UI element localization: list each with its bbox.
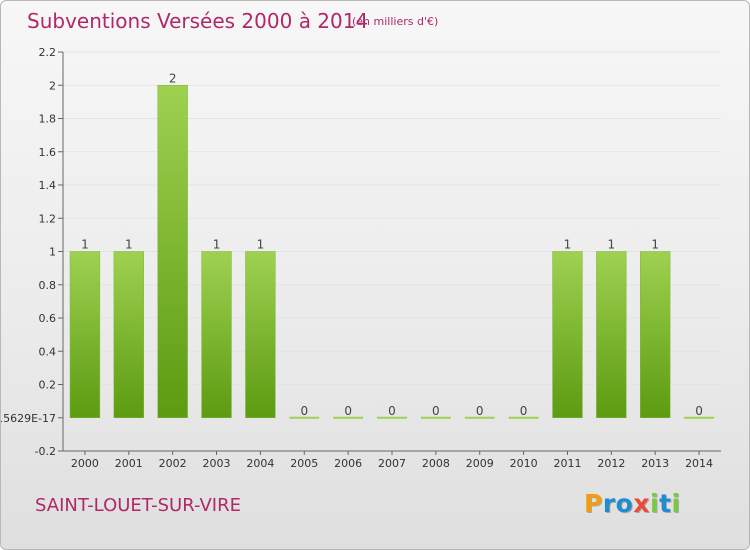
brand-letter: x (633, 489, 650, 518)
x-tick-label-2013: 2013 (641, 457, 669, 470)
brand-letter: o (615, 489, 634, 518)
y-tick-label: -5.55111515629E-17 (1, 412, 56, 425)
bar-2008 (420, 416, 451, 419)
y-tick-label: 0.6 (39, 312, 57, 325)
data-label-2002: 2 (169, 71, 177, 85)
brand-letter: i (650, 489, 660, 518)
brand-letter: P (584, 489, 603, 518)
y-tick-label: 0.8 (39, 279, 57, 292)
y-tick-label: 0.4 (39, 345, 57, 358)
brand-letter: r (602, 489, 616, 518)
y-tick-label: 1.4 (39, 179, 57, 192)
chart-title: Subventions Versées 2000 à 2014 (27, 9, 369, 33)
x-tick-label-2001: 2001 (115, 457, 143, 470)
data-label-2004: 1 (257, 238, 265, 252)
x-tick-label-2007: 2007 (378, 457, 406, 470)
bar-2005 (289, 416, 320, 419)
y-tick-label: 2.2 (39, 46, 57, 59)
bar-2014 (684, 416, 714, 419)
data-label-2003: 1 (213, 238, 221, 252)
bar-2006 (333, 416, 364, 419)
data-label-2010: 0 (520, 404, 528, 418)
x-tick-label-2005: 2005 (290, 457, 318, 470)
bar-2002 (157, 85, 188, 418)
brand-logo: Proxiti (584, 489, 681, 518)
data-label-2012: 1 (608, 238, 616, 252)
bar-2009 (464, 416, 495, 419)
data-label-2000: 1 (81, 238, 89, 252)
data-label-2014: 0 (695, 404, 703, 418)
data-label-2001: 1 (125, 238, 133, 252)
y-tick-label: 1.8 (39, 113, 57, 126)
bar-2010 (508, 416, 539, 419)
data-label-2009: 0 (476, 404, 484, 418)
bar-2011 (552, 251, 583, 418)
x-tick-label-2014: 2014 (685, 457, 713, 470)
bars (69, 85, 714, 419)
x-tick-label-2003: 2003 (203, 457, 231, 470)
data-label-2006: 0 (344, 404, 352, 418)
y-tick-label: 1 (49, 246, 56, 259)
bar-2000 (69, 251, 101, 418)
brand-letter: i (671, 489, 681, 518)
place-name: SAINT-LOUET-SUR-VIRE (35, 495, 241, 516)
bar-2007 (377, 416, 407, 419)
x-tick-label-2000: 2000 (71, 457, 99, 470)
bar-2013 (640, 251, 671, 418)
bar-2003 (201, 251, 232, 418)
brand-letter: t (659, 489, 672, 518)
x-tick-label-2010: 2010 (510, 457, 538, 470)
x-tick-label-2002: 2002 (159, 457, 187, 470)
labels: -0.2 -5.55111515629E-17 0.2 0.4 0.6 0.8 1 1.2 1.… (1, 46, 713, 470)
x-tick-label-2011: 2011 (553, 457, 581, 470)
data-label-2013: 1 (651, 238, 659, 252)
axes (58, 51, 721, 455)
bar-2001 (113, 251, 144, 418)
x-tick-label-2004: 2004 (246, 457, 274, 470)
y-tick-label: 2 (49, 79, 56, 92)
y-tick-label: 0.2 (39, 379, 57, 392)
bar-2004 (245, 251, 276, 418)
data-label-2005: 0 (300, 404, 308, 418)
bar-2012 (596, 251, 627, 418)
y-tick-label: 1.2 (39, 212, 57, 225)
x-tick-label-2006: 2006 (334, 457, 362, 470)
chart-unit-label: (en milliers d'€) (352, 15, 439, 28)
x-tick-label-2009: 2009 (466, 457, 494, 470)
x-tick-label-2012: 2012 (597, 457, 625, 470)
data-label-2007: 0 (388, 404, 396, 418)
y-tick-label: -0.2 (35, 445, 56, 458)
data-label-2008: 0 (432, 404, 440, 418)
x-tick-label-2008: 2008 (422, 457, 450, 470)
data-label-2011: 1 (564, 238, 572, 252)
y-tick-label: 1.6 (39, 146, 57, 159)
